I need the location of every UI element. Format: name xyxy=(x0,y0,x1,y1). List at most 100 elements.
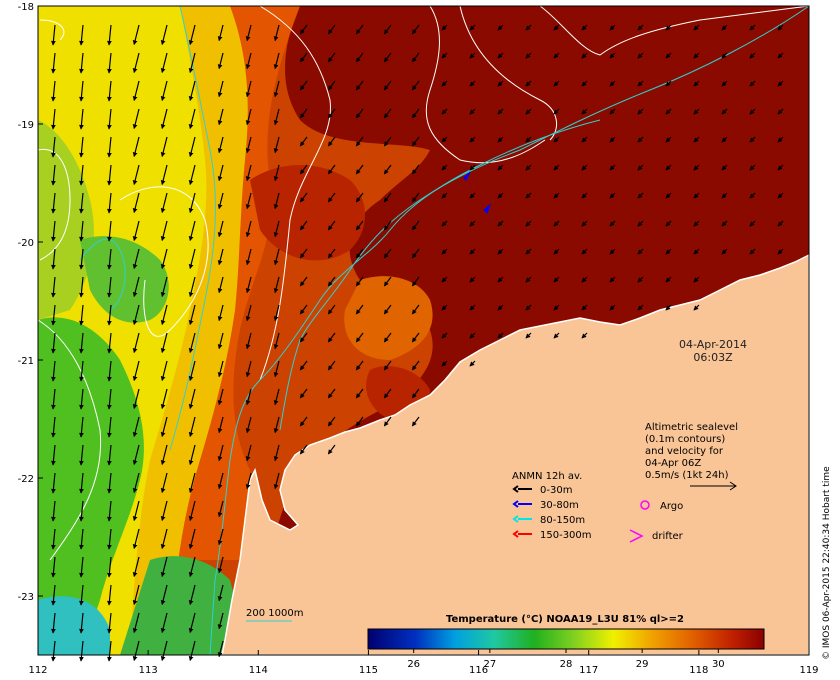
velocity-arrow xyxy=(355,360,364,371)
lat-tick-label: -18 xyxy=(18,2,34,13)
velocity-arrow xyxy=(188,24,196,46)
velocity-arrow xyxy=(721,192,728,199)
timestamp-time: 06:03Z xyxy=(693,351,733,364)
velocity-arrow xyxy=(273,360,280,378)
velocity-arrow xyxy=(188,528,196,550)
velocity-arrow xyxy=(693,164,700,171)
velocity-arrow xyxy=(383,332,392,343)
velocity-arrow xyxy=(355,248,364,259)
lon-tick-label: 119 xyxy=(799,665,818,676)
lon-tick-label: 118 xyxy=(689,665,708,676)
velocity-arrow xyxy=(51,640,56,662)
velocity-arrow xyxy=(188,472,196,494)
velocity-arrow xyxy=(132,360,140,382)
velocity-vectors xyxy=(51,24,784,662)
velocity-arrow xyxy=(327,248,336,259)
lon-tick-label: 112 xyxy=(28,665,47,676)
velocity-arrow xyxy=(721,136,728,143)
velocity-arrow xyxy=(245,164,252,182)
velocity-arrow xyxy=(383,108,392,119)
velocity-arrow xyxy=(245,332,252,350)
velocity-arrow xyxy=(188,80,196,102)
velocity-arrow xyxy=(637,80,644,87)
lon-tick-label: 114 xyxy=(249,665,268,676)
velocity-arrow xyxy=(355,276,364,287)
velocity-arrow xyxy=(160,528,168,550)
velocity-arrow xyxy=(581,276,588,283)
svg-text:and velocity for: and velocity for xyxy=(645,446,724,457)
velocity-arrow xyxy=(497,108,504,115)
svg-text:(0.1m contours): (0.1m contours) xyxy=(645,434,725,445)
velocity-arrow xyxy=(273,472,280,490)
velocity-arrow xyxy=(245,52,252,70)
velocity-arrow xyxy=(51,332,56,354)
velocity-arrow xyxy=(160,360,168,382)
velocity-arrow xyxy=(749,80,756,87)
velocity-arrow xyxy=(411,52,420,63)
velocity-arrow xyxy=(79,248,84,270)
svg-text:200 1000m: 200 1000m xyxy=(246,608,303,619)
velocity-arrow xyxy=(441,24,448,31)
velocity-arrow xyxy=(132,640,140,662)
velocity-arrow xyxy=(469,108,476,115)
velocity-arrow xyxy=(553,276,560,283)
velocity-arrow xyxy=(693,80,700,87)
velocity-arrow xyxy=(355,108,364,119)
velocity-arrow xyxy=(188,136,196,158)
velocity-arrow xyxy=(355,192,364,203)
velocity-arrow xyxy=(132,556,140,578)
velocity-arrow xyxy=(411,248,420,259)
velocity-arrow xyxy=(273,192,280,210)
velocity-arrow xyxy=(411,192,420,203)
velocity-arrow xyxy=(693,276,700,283)
velocity-arrow xyxy=(132,528,140,550)
velocity-arrow xyxy=(693,220,700,227)
velocity-arrow xyxy=(160,332,168,354)
velocity-arrow xyxy=(245,192,252,210)
velocity-arrow xyxy=(299,304,308,315)
velocity-arrow xyxy=(665,136,672,143)
velocity-arrow xyxy=(609,80,616,87)
velocity-arrow xyxy=(327,444,336,455)
velocity-arrow xyxy=(79,220,84,242)
velocity-arrow xyxy=(525,248,532,255)
velocity-arrow xyxy=(217,500,224,518)
velocity-arrow xyxy=(51,528,56,550)
velocity-arrow xyxy=(299,276,308,287)
timestamp-date: 04-Apr-2014 xyxy=(679,338,747,351)
velocity-arrow xyxy=(217,388,224,406)
velocity-arrow xyxy=(637,108,644,115)
velocity-arrow xyxy=(299,192,308,203)
velocity-arrow xyxy=(217,24,224,42)
mooring-legend-arrow-icon xyxy=(512,485,519,493)
velocity-arrow xyxy=(553,332,560,339)
velocity-arrow xyxy=(665,248,672,255)
lat-tick-label: -22 xyxy=(18,474,34,485)
velocity-arrow xyxy=(188,332,196,354)
lat-tick-label: -20 xyxy=(18,238,34,249)
velocity-arrow xyxy=(132,416,140,438)
velocity-arrow xyxy=(217,612,224,630)
velocity-arrow xyxy=(777,136,784,143)
velocity-arrow xyxy=(217,416,224,434)
velocity-arrow xyxy=(411,304,420,315)
velocity-arrow xyxy=(469,248,476,255)
colorbar-tick-label: 26 xyxy=(407,659,420,670)
velocity-arrow xyxy=(299,248,308,259)
velocity-arrow xyxy=(721,80,728,87)
velocity-arrow xyxy=(609,136,616,143)
velocity-arrow xyxy=(469,276,476,283)
velocity-arrow xyxy=(497,248,504,255)
velocity-arrow xyxy=(79,304,84,326)
velocity-arrow xyxy=(355,416,364,427)
velocity-arrow xyxy=(609,220,616,227)
lon-tick-label: 117 xyxy=(579,665,598,676)
velocity-arrow xyxy=(79,500,84,522)
velocity-arrow xyxy=(497,304,504,311)
velocity-arrow xyxy=(107,248,112,270)
velocity-arrow xyxy=(273,332,280,350)
velocity-arrow xyxy=(441,136,448,143)
velocity-arrow xyxy=(327,220,336,231)
velocity-arrow xyxy=(327,332,336,343)
velocity-arrow xyxy=(441,304,448,311)
